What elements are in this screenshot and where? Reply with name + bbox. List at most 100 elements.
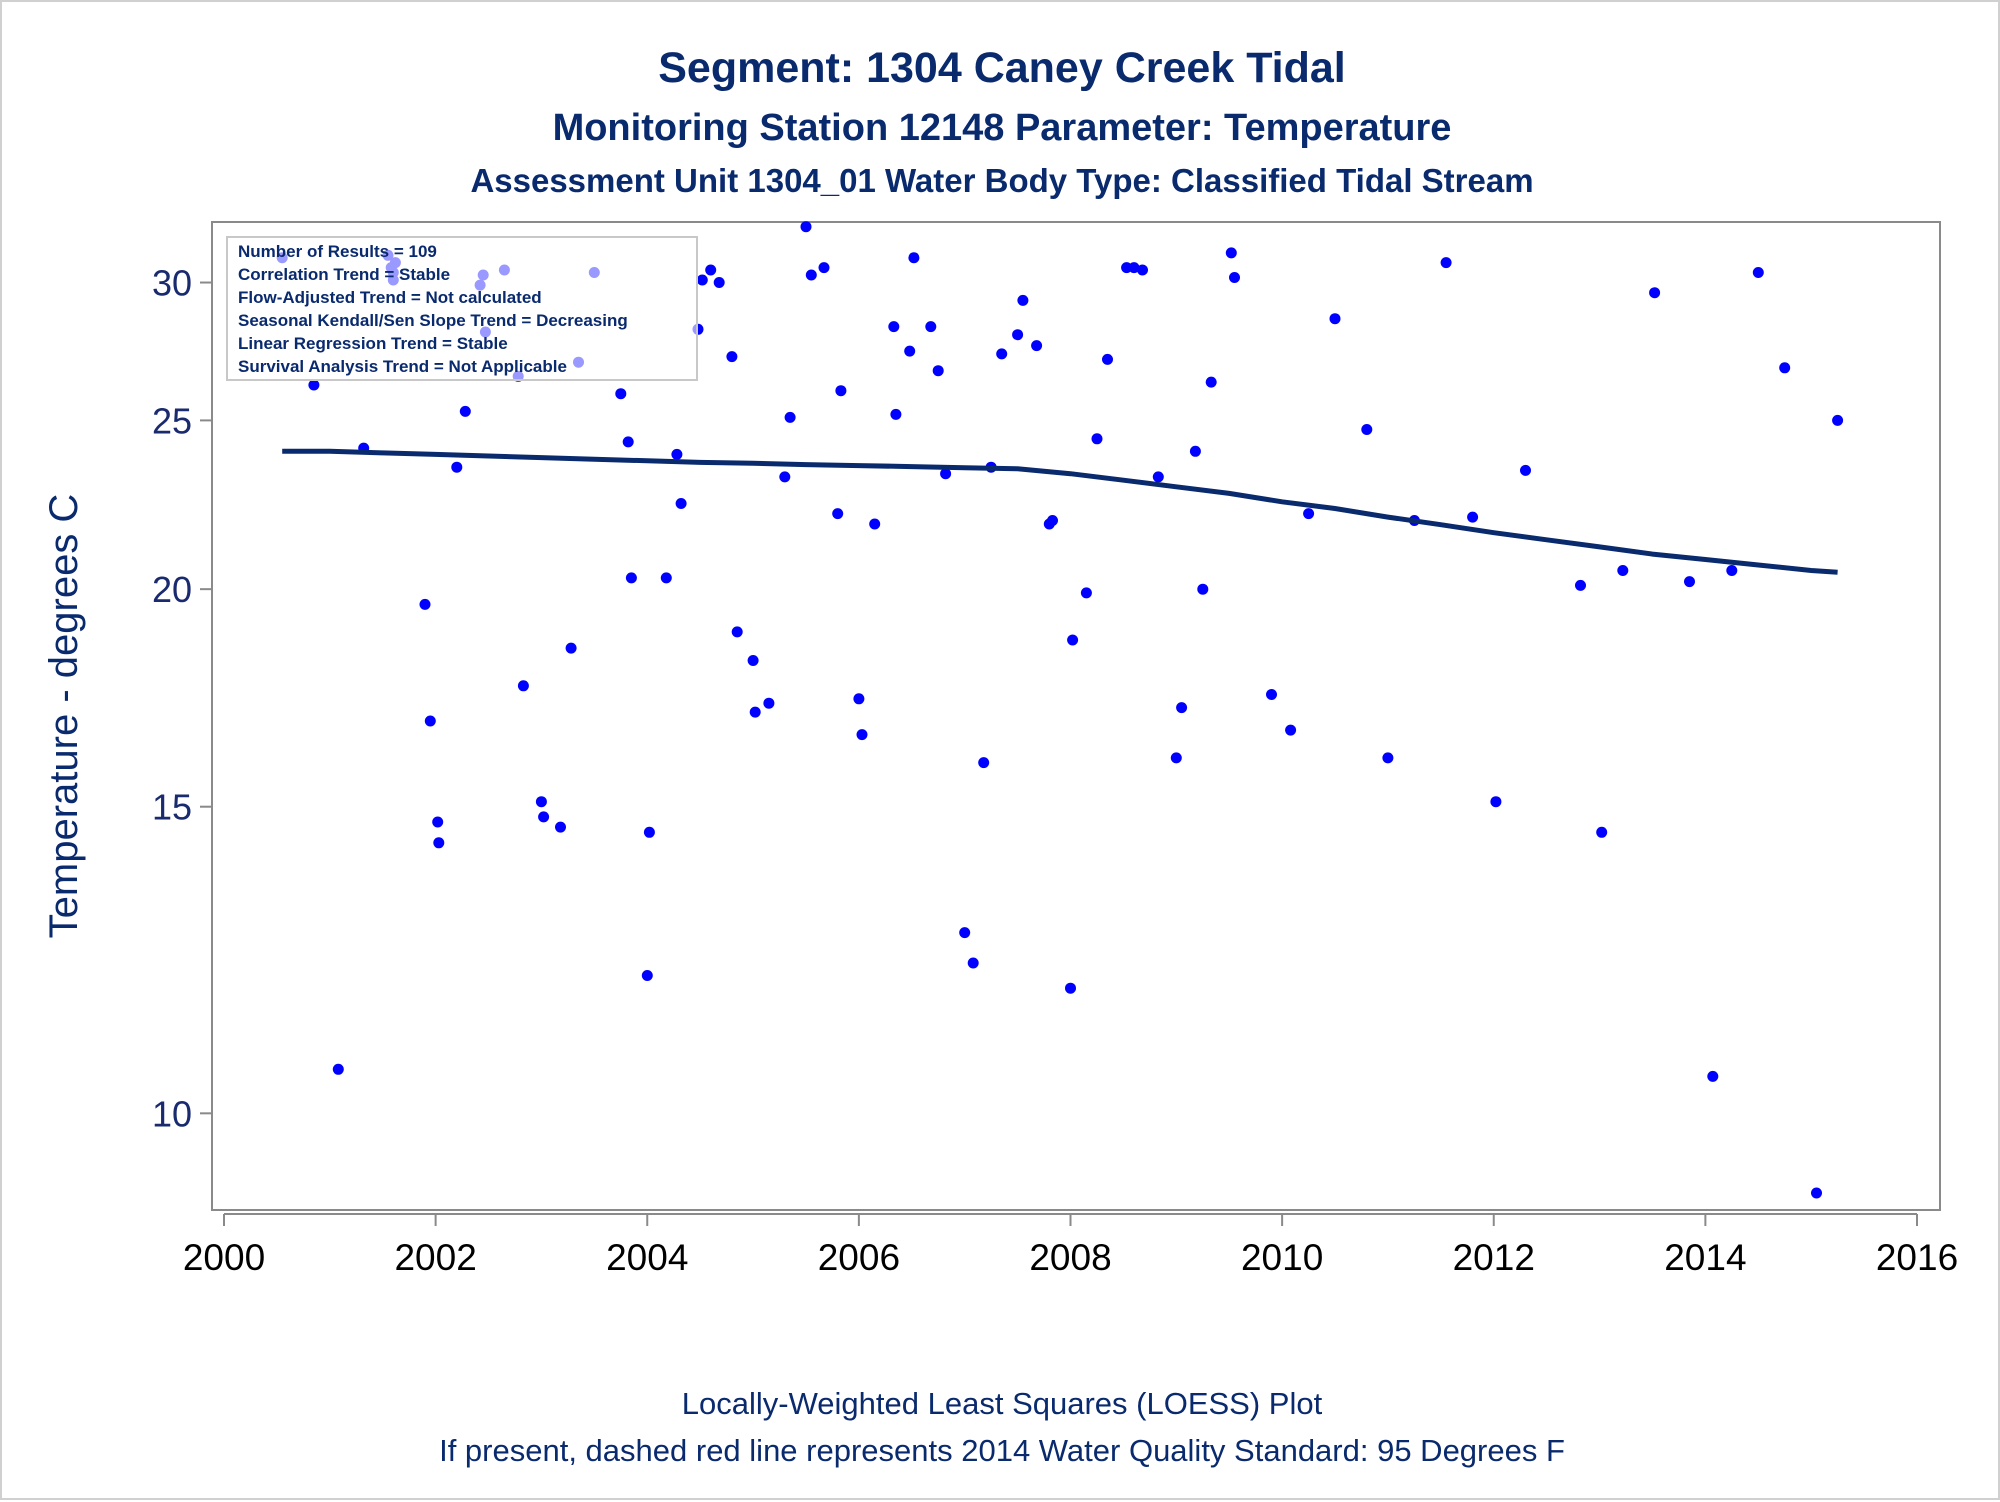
data-point bbox=[1205, 376, 1217, 388]
data-point bbox=[433, 837, 445, 849]
data-point bbox=[451, 461, 463, 473]
data-point bbox=[660, 572, 672, 584]
y-tick-label: 10 bbox=[152, 1093, 192, 1134]
y-tick-label: 20 bbox=[152, 569, 192, 610]
x-axis: 2000 2002 2004 2006 2008 2010 2012 2014 2016 bbox=[183, 1213, 1958, 1278]
data-point bbox=[1303, 508, 1315, 520]
data-point bbox=[726, 351, 738, 363]
data-point bbox=[1197, 583, 1209, 595]
data-point bbox=[1170, 752, 1182, 764]
data-point bbox=[705, 264, 717, 276]
stats-survival: Survival Analysis Trend = Not Applicable bbox=[238, 357, 567, 376]
stats-linear-regression: Linear Regression Trend = Stable bbox=[238, 334, 508, 353]
data-point bbox=[1440, 257, 1452, 269]
data-point bbox=[535, 796, 547, 808]
data-point bbox=[1176, 702, 1188, 714]
loess-trend-line bbox=[282, 448, 1838, 575]
data-point bbox=[1575, 579, 1586, 591]
chart-title: Segment: 1304 Caney Creek Tidal bbox=[658, 44, 1346, 92]
data-point bbox=[1065, 982, 1076, 994]
data-point bbox=[1520, 464, 1531, 476]
data-point bbox=[1047, 515, 1058, 526]
data-point bbox=[1031, 340, 1043, 352]
data-point bbox=[1361, 424, 1373, 435]
data-point bbox=[835, 385, 847, 397]
plot-area bbox=[211, 221, 1941, 1211]
data-point bbox=[747, 655, 759, 666]
data-point bbox=[888, 321, 900, 333]
data-point bbox=[1137, 264, 1148, 276]
data-point bbox=[978, 757, 990, 769]
y-tick-label: 30 bbox=[152, 263, 192, 304]
data-point bbox=[615, 388, 627, 400]
data-point bbox=[1649, 287, 1661, 299]
data-point bbox=[459, 405, 471, 417]
stats-box bbox=[226, 236, 698, 381]
data-point bbox=[1152, 471, 1164, 483]
data-point bbox=[419, 598, 431, 610]
x-tick-label: 2008 bbox=[1029, 1237, 1111, 1278]
data-point bbox=[308, 379, 320, 391]
data-point bbox=[805, 269, 817, 281]
data-point bbox=[1266, 689, 1277, 700]
y-axis: 10 15 20 25 30 bbox=[152, 263, 212, 1134]
data-point bbox=[1128, 262, 1140, 274]
data-point bbox=[996, 348, 1008, 360]
data-point bbox=[1617, 565, 1629, 576]
chart-subtitle-station: Monitoring Station 12148 Parameter: Temp… bbox=[553, 107, 1452, 149]
x-tick-label: 2010 bbox=[1241, 1237, 1323, 1278]
data-point bbox=[517, 680, 529, 692]
stats-seasonal-kendall: Seasonal Kendall/Sen Slope Trend = Decre… bbox=[238, 311, 628, 330]
data-point bbox=[784, 411, 796, 423]
data-point bbox=[671, 448, 683, 460]
data-point bbox=[1832, 414, 1844, 426]
data-point bbox=[749, 706, 761, 718]
data-point bbox=[1726, 565, 1738, 576]
data-point bbox=[1017, 294, 1029, 306]
x-tick-label: 2006 bbox=[818, 1237, 900, 1278]
data-point bbox=[1012, 329, 1024, 341]
stats-correlation: Correlation Trend = Stable bbox=[238, 265, 450, 284]
stats-flow-adjusted: Flow-Adjusted Trend = Not calculated bbox=[238, 288, 542, 307]
data-point bbox=[1102, 353, 1113, 365]
data-point bbox=[763, 697, 775, 709]
data-point bbox=[856, 729, 868, 741]
x-tick-label: 2004 bbox=[606, 1237, 688, 1278]
data-point bbox=[832, 508, 844, 520]
data-point bbox=[1684, 576, 1695, 588]
data-point bbox=[818, 262, 830, 274]
data-point bbox=[1382, 752, 1394, 764]
data-point bbox=[959, 927, 971, 939]
data-point bbox=[1285, 724, 1297, 736]
data-point bbox=[424, 715, 436, 727]
data-point bbox=[643, 826, 655, 838]
data-point bbox=[1596, 826, 1608, 838]
data-point bbox=[1229, 272, 1240, 283]
data-point bbox=[731, 626, 743, 638]
data-point bbox=[1811, 1187, 1822, 1199]
data-point bbox=[1225, 247, 1237, 259]
y-tick-label: 15 bbox=[152, 787, 192, 828]
footnote-loess: Locally-Weighted Least Squares (LOESS) P… bbox=[682, 1386, 1323, 1421]
data-point bbox=[1329, 313, 1341, 325]
y-tick-label: 25 bbox=[152, 400, 192, 441]
stats-count: Number of Results = 109 bbox=[238, 242, 437, 261]
footnote-standard: If present, dashed red line represents 2… bbox=[439, 1433, 1565, 1468]
x-tick-label: 2000 bbox=[183, 1237, 265, 1278]
data-point bbox=[1091, 433, 1103, 445]
data-point bbox=[1707, 1070, 1719, 1082]
data-point bbox=[1080, 587, 1092, 599]
y-axis-label: Temperature - degrees C bbox=[42, 494, 86, 939]
data-point bbox=[538, 811, 550, 823]
data-point bbox=[713, 277, 725, 288]
data-point bbox=[432, 816, 444, 828]
data-point bbox=[908, 252, 920, 264]
data-point bbox=[622, 436, 634, 448]
x-tick-label: 2012 bbox=[1453, 1237, 1535, 1278]
data-point bbox=[1189, 445, 1201, 457]
x-tick-label: 2014 bbox=[1664, 1237, 1746, 1278]
data-point bbox=[1490, 796, 1502, 808]
x-tick-label: 2002 bbox=[394, 1237, 476, 1278]
